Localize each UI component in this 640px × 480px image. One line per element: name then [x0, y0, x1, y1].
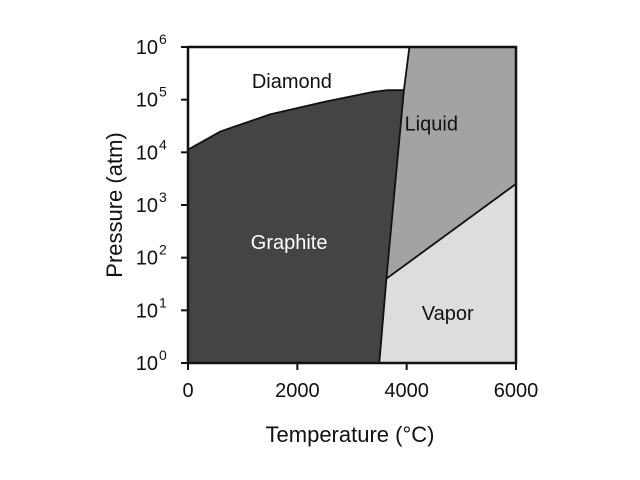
region-graphite [188, 90, 404, 363]
region-label-liquid: Liquid [405, 113, 458, 135]
y-tick-exponent: 4 [159, 136, 167, 152]
boundaries-layer [187, 46, 517, 364]
y-tick-exponent: 0 [159, 347, 167, 363]
x-tick-label: 2000 [275, 380, 320, 402]
y-axis-title: Pressure (atm) [102, 132, 127, 277]
y-tick-exponent: 1 [159, 294, 167, 310]
region-label-graphite: Graphite [251, 232, 328, 254]
y-tick-exponent: 2 [159, 242, 167, 258]
phase-boundary-line [385, 183, 517, 280]
y-tick-label: 10 [136, 248, 158, 270]
y-tick-exponent: 5 [159, 84, 167, 100]
phase-boundary-line [378, 46, 411, 364]
y-tick-label: 10 [136, 90, 158, 112]
y-tick-exponent: 6 [159, 31, 167, 47]
y-tick-label: 10 [136, 37, 158, 59]
x-tick-label: 4000 [384, 380, 429, 402]
region-label-diamond: Diamond [252, 71, 332, 93]
region-vapor [379, 183, 516, 363]
regions-layer [188, 47, 516, 363]
y-tick-label: 10 [136, 353, 158, 375]
region-diamond [188, 47, 410, 150]
x-axis-title: Temperature (°C) [266, 422, 435, 447]
y-tick-exponent: 3 [159, 189, 167, 205]
y-tick-label: 10 [136, 142, 158, 164]
region-label-vapor: Vapor [422, 303, 474, 325]
region-labels-layer: Diamond Graphite Liquid Vapor [251, 71, 474, 325]
phase-boundary-line [187, 89, 404, 151]
x-tick-label: 0 [182, 380, 193, 402]
x-tick-label: 6000 [494, 380, 539, 402]
y-tick-label: 10 [136, 300, 158, 322]
y-tick-label: 10 [136, 195, 158, 217]
region-liquid [386, 47, 516, 279]
